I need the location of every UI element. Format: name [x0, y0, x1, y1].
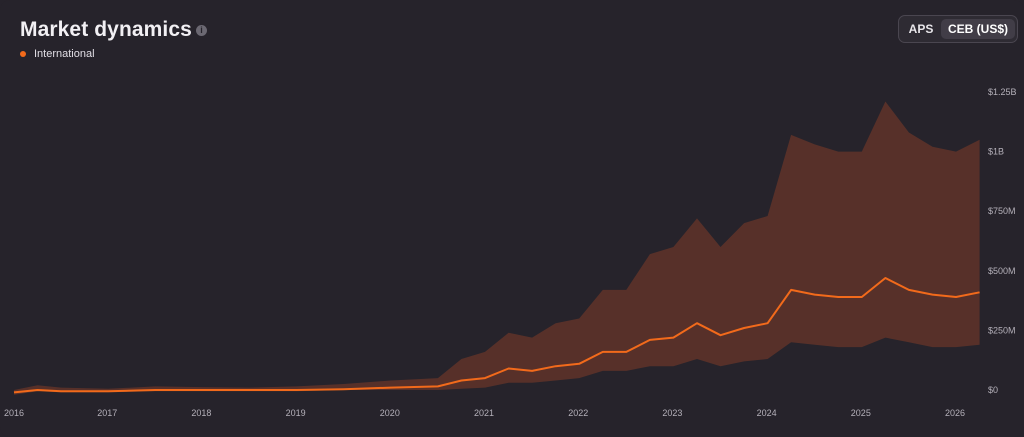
confidence-band	[14, 101, 980, 395]
x-tick-label: 2019	[286, 408, 306, 418]
x-tick-label: 2017	[97, 408, 117, 418]
x-tick-label: 2023	[662, 408, 682, 418]
legend-label: International	[34, 48, 95, 60]
series-line-international	[13, 277, 980, 394]
x-tick-label: 2026	[945, 408, 965, 418]
toggle-aps-button[interactable]: APS	[908, 22, 934, 36]
x-tick-label: 2020	[380, 408, 400, 418]
toggle-ceb-button[interactable]: CEB (US$)	[941, 19, 1015, 39]
y-tick-label: $750M	[988, 206, 1016, 216]
x-tick-label: 2016	[4, 408, 24, 418]
currency-toggle: APS CEB (US$)	[898, 15, 1018, 43]
legend-swatch	[20, 51, 26, 57]
y-tick-label: $1B	[988, 147, 1004, 157]
x-tick-label: 2025	[851, 408, 871, 418]
y-tick-label: $1.25B	[988, 87, 1017, 97]
x-tick-label: 2021	[474, 408, 494, 418]
y-tick-label: $250M	[988, 325, 1016, 335]
info-icon[interactable]: i	[196, 25, 207, 36]
y-tick-label: $500M	[988, 266, 1016, 276]
x-tick-label: 2024	[757, 408, 777, 418]
x-tick-label: 2018	[191, 408, 211, 418]
legend: International	[20, 48, 95, 60]
chart-title: Market dynamics	[20, 18, 192, 41]
y-tick-label: $0	[988, 385, 998, 395]
x-tick-label: 2022	[568, 408, 588, 418]
